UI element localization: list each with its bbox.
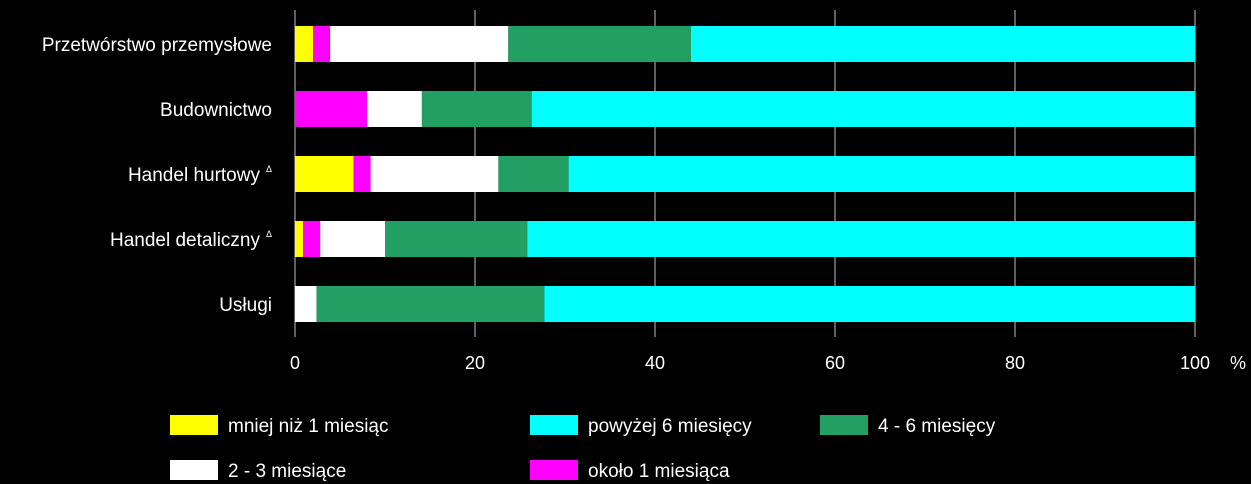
bar-segment xyxy=(370,156,499,192)
bar-segment xyxy=(421,91,532,127)
legend-swatch xyxy=(530,415,578,435)
bar-segment xyxy=(330,26,509,62)
legend: mniej niż 1 miesiąc 2 - 3 miesiące powyżej… xyxy=(170,415,996,482)
legend-label: powyżej 6 miesięcy xyxy=(588,416,752,437)
bar-segment xyxy=(508,26,691,62)
legend-label: mniej niż 1 miesiąc xyxy=(228,416,389,437)
bar-segment xyxy=(544,286,1195,322)
x-tick-label: 0 xyxy=(290,353,300,373)
x-axis-unit: % xyxy=(1230,353,1246,373)
bar-segment xyxy=(320,221,385,257)
category-label: Usługi xyxy=(219,295,272,316)
legend-label: 4 - 6 miesięcy xyxy=(878,416,996,437)
x-tick-label: 20 xyxy=(465,353,485,373)
x-tick-label: 40 xyxy=(645,353,665,373)
category-label: Przetwórstwo przemysłowe xyxy=(42,35,272,56)
bar-segment xyxy=(568,156,1195,192)
bar-segment xyxy=(295,286,317,322)
bar-segment xyxy=(313,26,331,62)
bar-segment xyxy=(295,91,367,127)
legend-swatch xyxy=(820,415,868,435)
category-labels: Przetwórstwo przemysłowe Budownictwo Hande… xyxy=(42,35,272,316)
legend-label: 2 - 3 miesiące xyxy=(228,461,346,482)
bar-segment xyxy=(531,91,1195,127)
legend-swatch xyxy=(170,415,218,435)
bars xyxy=(295,26,1195,322)
legend-swatch xyxy=(530,460,578,480)
x-tick-label: 60 xyxy=(825,353,845,373)
bar-segment xyxy=(367,91,422,127)
legend-label: około 1 miesiąca xyxy=(588,461,730,482)
bar-segment xyxy=(527,221,1195,257)
bar-segment xyxy=(295,156,354,192)
bar-segment xyxy=(385,221,528,257)
bar-segment xyxy=(316,286,545,322)
bar-segment xyxy=(498,156,569,192)
bar-segment xyxy=(295,26,313,62)
x-tick-label: 100 xyxy=(1180,353,1210,373)
x-tick-label: 80 xyxy=(1005,353,1025,373)
legend-swatch xyxy=(170,460,218,480)
bar-segment xyxy=(295,221,304,257)
bar-segment xyxy=(691,26,1195,62)
category-label: Handel hurtowy Δ xyxy=(128,164,272,186)
bar-segment xyxy=(303,221,321,257)
x-axis-ticks: 0 20 40 60 80 100% xyxy=(290,353,1246,373)
category-label: Budownictwo xyxy=(160,100,272,121)
bar-segment xyxy=(353,156,371,192)
category-label: Handel detaliczny Δ xyxy=(110,229,272,251)
